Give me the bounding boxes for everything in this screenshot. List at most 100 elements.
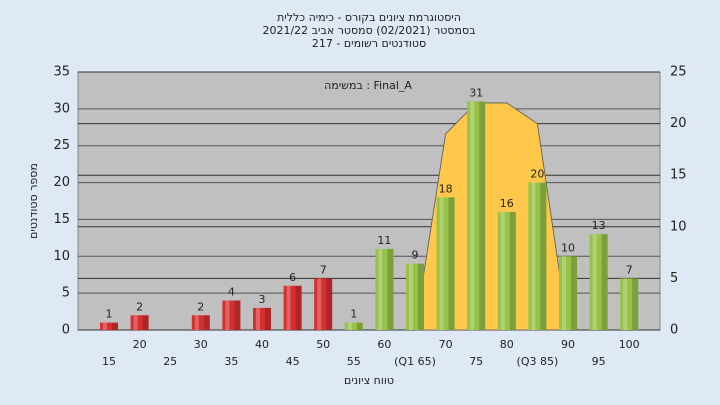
value-label: 31	[469, 86, 483, 99]
x-tick-label: 95	[592, 355, 606, 368]
bar-shade	[632, 278, 639, 330]
bar	[100, 322, 118, 330]
y-tick-label: 5	[62, 286, 70, 301]
bar-shade	[418, 263, 424, 330]
chart-subtitle: בסמסטר (02/2021) סמסטר אביב 2021/22	[262, 24, 475, 37]
bar-highlight	[225, 300, 230, 330]
value-label: 3	[259, 293, 266, 306]
bar-highlight	[286, 285, 291, 330]
bar-shade	[142, 315, 149, 330]
x-tick-label: 15	[102, 355, 116, 368]
bar-highlight	[378, 248, 383, 330]
bar	[314, 278, 333, 330]
bar-shade	[112, 322, 118, 330]
value-label: 11	[377, 234, 391, 247]
value-label: 2	[197, 300, 204, 313]
chart-subtitle: סטודנטים רשומים - 217	[312, 37, 426, 50]
x-tick-label: (Q1 65)	[394, 355, 436, 368]
bar	[620, 278, 639, 330]
bar	[406, 263, 424, 330]
value-label: 16	[500, 197, 514, 210]
value-label: 1	[106, 308, 113, 321]
x-tick-label: 80	[500, 338, 514, 351]
bar-shade	[203, 315, 210, 330]
x-tick-label: 55	[347, 355, 361, 368]
bar	[344, 322, 363, 330]
bar-highlight	[470, 101, 475, 330]
bar-highlight	[317, 278, 322, 330]
y-axis-label: מספר סטודנטים	[27, 163, 40, 239]
x-axis-label: טווח ציונים	[344, 374, 394, 387]
y2-tick-label: 25	[670, 65, 687, 80]
y2-tick-label: 5	[670, 271, 678, 286]
y-tick-label: 25	[53, 138, 70, 153]
x-tick-label: (Q3 85)	[517, 355, 559, 368]
x-tick-label: 25	[163, 355, 177, 368]
x-tick-label: 30	[194, 338, 208, 351]
bar-highlight	[531, 182, 536, 330]
x-tick-label: 100	[619, 338, 640, 351]
x-tick-label: 45	[286, 355, 300, 368]
bar	[375, 248, 394, 330]
value-label: 13	[592, 219, 606, 232]
x-tick-label: 35	[224, 355, 238, 368]
bar-highlight	[562, 256, 566, 330]
value-label: 9	[412, 249, 419, 262]
bar	[253, 307, 271, 330]
bar	[589, 234, 608, 330]
bar-highlight	[347, 322, 352, 330]
bar	[559, 256, 577, 330]
bar	[222, 300, 241, 330]
bar-shade	[265, 307, 271, 330]
bar-highlight	[500, 212, 505, 330]
bar	[467, 101, 486, 330]
bar-highlight	[194, 315, 199, 330]
bar-shade	[540, 182, 547, 330]
bar	[191, 315, 210, 330]
bar	[497, 212, 516, 330]
bar	[283, 285, 302, 330]
bar	[528, 182, 547, 330]
bar-shade	[509, 212, 516, 330]
y-tick-label: 30	[53, 101, 70, 116]
x-tick-label: 20	[133, 338, 147, 351]
bar-shade	[448, 197, 455, 330]
y-tick-label: 0	[62, 323, 70, 338]
bar-highlight	[592, 234, 597, 330]
bar-highlight	[439, 197, 444, 330]
bar-highlight	[133, 315, 138, 330]
bar-shade	[356, 322, 363, 330]
bar-shade	[295, 285, 302, 330]
bar	[130, 315, 149, 330]
x-tick-label: 90	[561, 338, 575, 351]
annotation: במשימה : Final_A	[324, 79, 412, 92]
bar-shade	[326, 278, 333, 330]
bar-shade	[479, 101, 486, 330]
x-tick-label: 50	[316, 338, 330, 351]
bar-highlight	[623, 278, 628, 330]
value-label: 1	[350, 308, 357, 321]
y-tick-label: 35	[53, 65, 70, 80]
x-tick-label: 70	[439, 338, 453, 351]
bar-highlight	[409, 263, 413, 330]
y-tick-label: 15	[53, 212, 70, 227]
y2-tick-label: 20	[670, 116, 687, 131]
bar-shade	[387, 248, 394, 330]
y-tick-label: 10	[53, 249, 70, 264]
bar-shade	[234, 300, 241, 330]
x-tick-label: 60	[377, 338, 391, 351]
chart-title: היסטוגרמת ציונים בקורס - כימיה כללית	[277, 11, 461, 24]
bar-highlight	[103, 322, 107, 330]
x-tick-label: 40	[255, 338, 269, 351]
y2-tick-label: 0	[670, 323, 678, 338]
x-tick-label: 75	[469, 355, 483, 368]
value-label: 20	[530, 168, 544, 181]
value-label: 2	[136, 300, 143, 313]
y2-tick-label: 10	[670, 219, 687, 234]
y-tick-label: 20	[53, 175, 70, 190]
value-label: 10	[561, 241, 575, 254]
bar-shade	[571, 256, 577, 330]
bar-highlight	[256, 307, 260, 330]
value-label: 7	[320, 263, 327, 276]
